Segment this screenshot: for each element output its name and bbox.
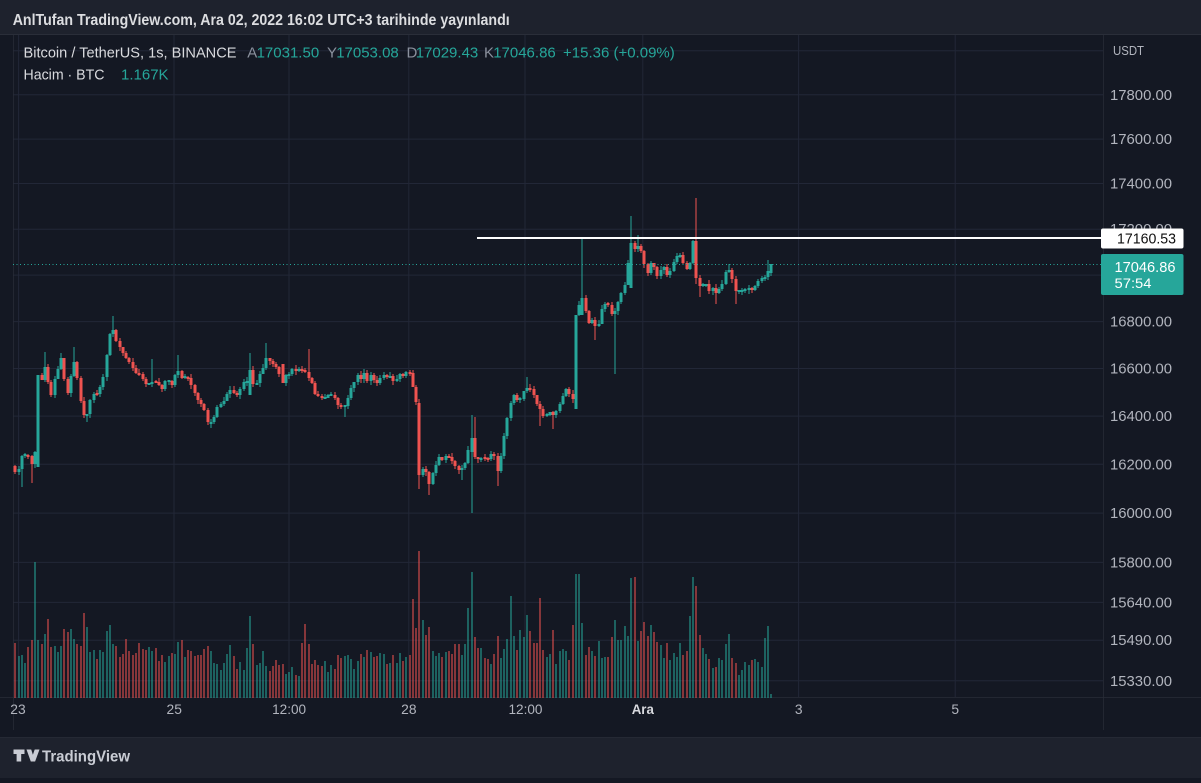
svg-text:17160.53: 17160.53 bbox=[1117, 232, 1176, 248]
svg-text:17800.00: 17800.00 bbox=[1110, 88, 1172, 104]
svg-text:D: D bbox=[407, 45, 418, 62]
svg-text:16200.00: 16200.00 bbox=[1110, 457, 1172, 473]
svg-text:17029.43: 17029.43 bbox=[416, 45, 479, 62]
svg-text:16800.00: 16800.00 bbox=[1110, 315, 1172, 331]
svg-text:17046.86: 17046.86 bbox=[493, 45, 556, 62]
svg-text:K: K bbox=[484, 45, 494, 62]
svg-text:15490.00: 15490.00 bbox=[1110, 633, 1172, 649]
svg-text:17600.00: 17600.00 bbox=[1110, 132, 1172, 148]
svg-text:12:00: 12:00 bbox=[509, 702, 543, 717]
svg-text:16400.00: 16400.00 bbox=[1110, 409, 1172, 425]
svg-text:TradingView: TradingView bbox=[42, 749, 131, 766]
svg-text:+15.36 (+0.09%): +15.36 (+0.09%) bbox=[563, 45, 675, 62]
svg-text:Ara: Ara bbox=[632, 702, 655, 717]
svg-text:15330.00: 15330.00 bbox=[1110, 674, 1172, 690]
svg-text:57:54: 57:54 bbox=[1115, 276, 1153, 291]
svg-text:25: 25 bbox=[167, 702, 182, 717]
svg-text:AnlTufan TradingView.com, Ara: AnlTufan TradingView.com, Ara 02, 2022 1… bbox=[13, 12, 510, 29]
svg-text:12:00: 12:00 bbox=[272, 702, 306, 717]
svg-text:15640.00: 15640.00 bbox=[1110, 595, 1172, 611]
svg-text:17046.86: 17046.86 bbox=[1115, 260, 1176, 276]
svg-text:1.167K: 1.167K bbox=[121, 67, 169, 84]
svg-text:5: 5 bbox=[951, 702, 959, 717]
svg-text:28: 28 bbox=[401, 702, 416, 717]
svg-text:17031.50: 17031.50 bbox=[257, 45, 320, 62]
svg-text:3: 3 bbox=[795, 702, 803, 717]
svg-text:Bitcoin / TetherUS, 1s, BINANC: Bitcoin / TetherUS, 1s, BINANCE bbox=[24, 45, 237, 62]
svg-text:17400.00: 17400.00 bbox=[1110, 177, 1172, 193]
svg-text:A: A bbox=[247, 45, 257, 62]
svg-text:16000.00: 16000.00 bbox=[1110, 506, 1172, 522]
svg-text:15800.00: 15800.00 bbox=[1110, 555, 1172, 571]
svg-text:Y: Y bbox=[327, 45, 337, 62]
svg-text:Hacim · BTC: Hacim · BTC bbox=[24, 67, 105, 84]
svg-text:USDT: USDT bbox=[1113, 44, 1144, 58]
svg-text:23: 23 bbox=[10, 702, 25, 717]
svg-text:16600.00: 16600.00 bbox=[1110, 362, 1172, 378]
svg-text:17053.08: 17053.08 bbox=[336, 45, 399, 62]
